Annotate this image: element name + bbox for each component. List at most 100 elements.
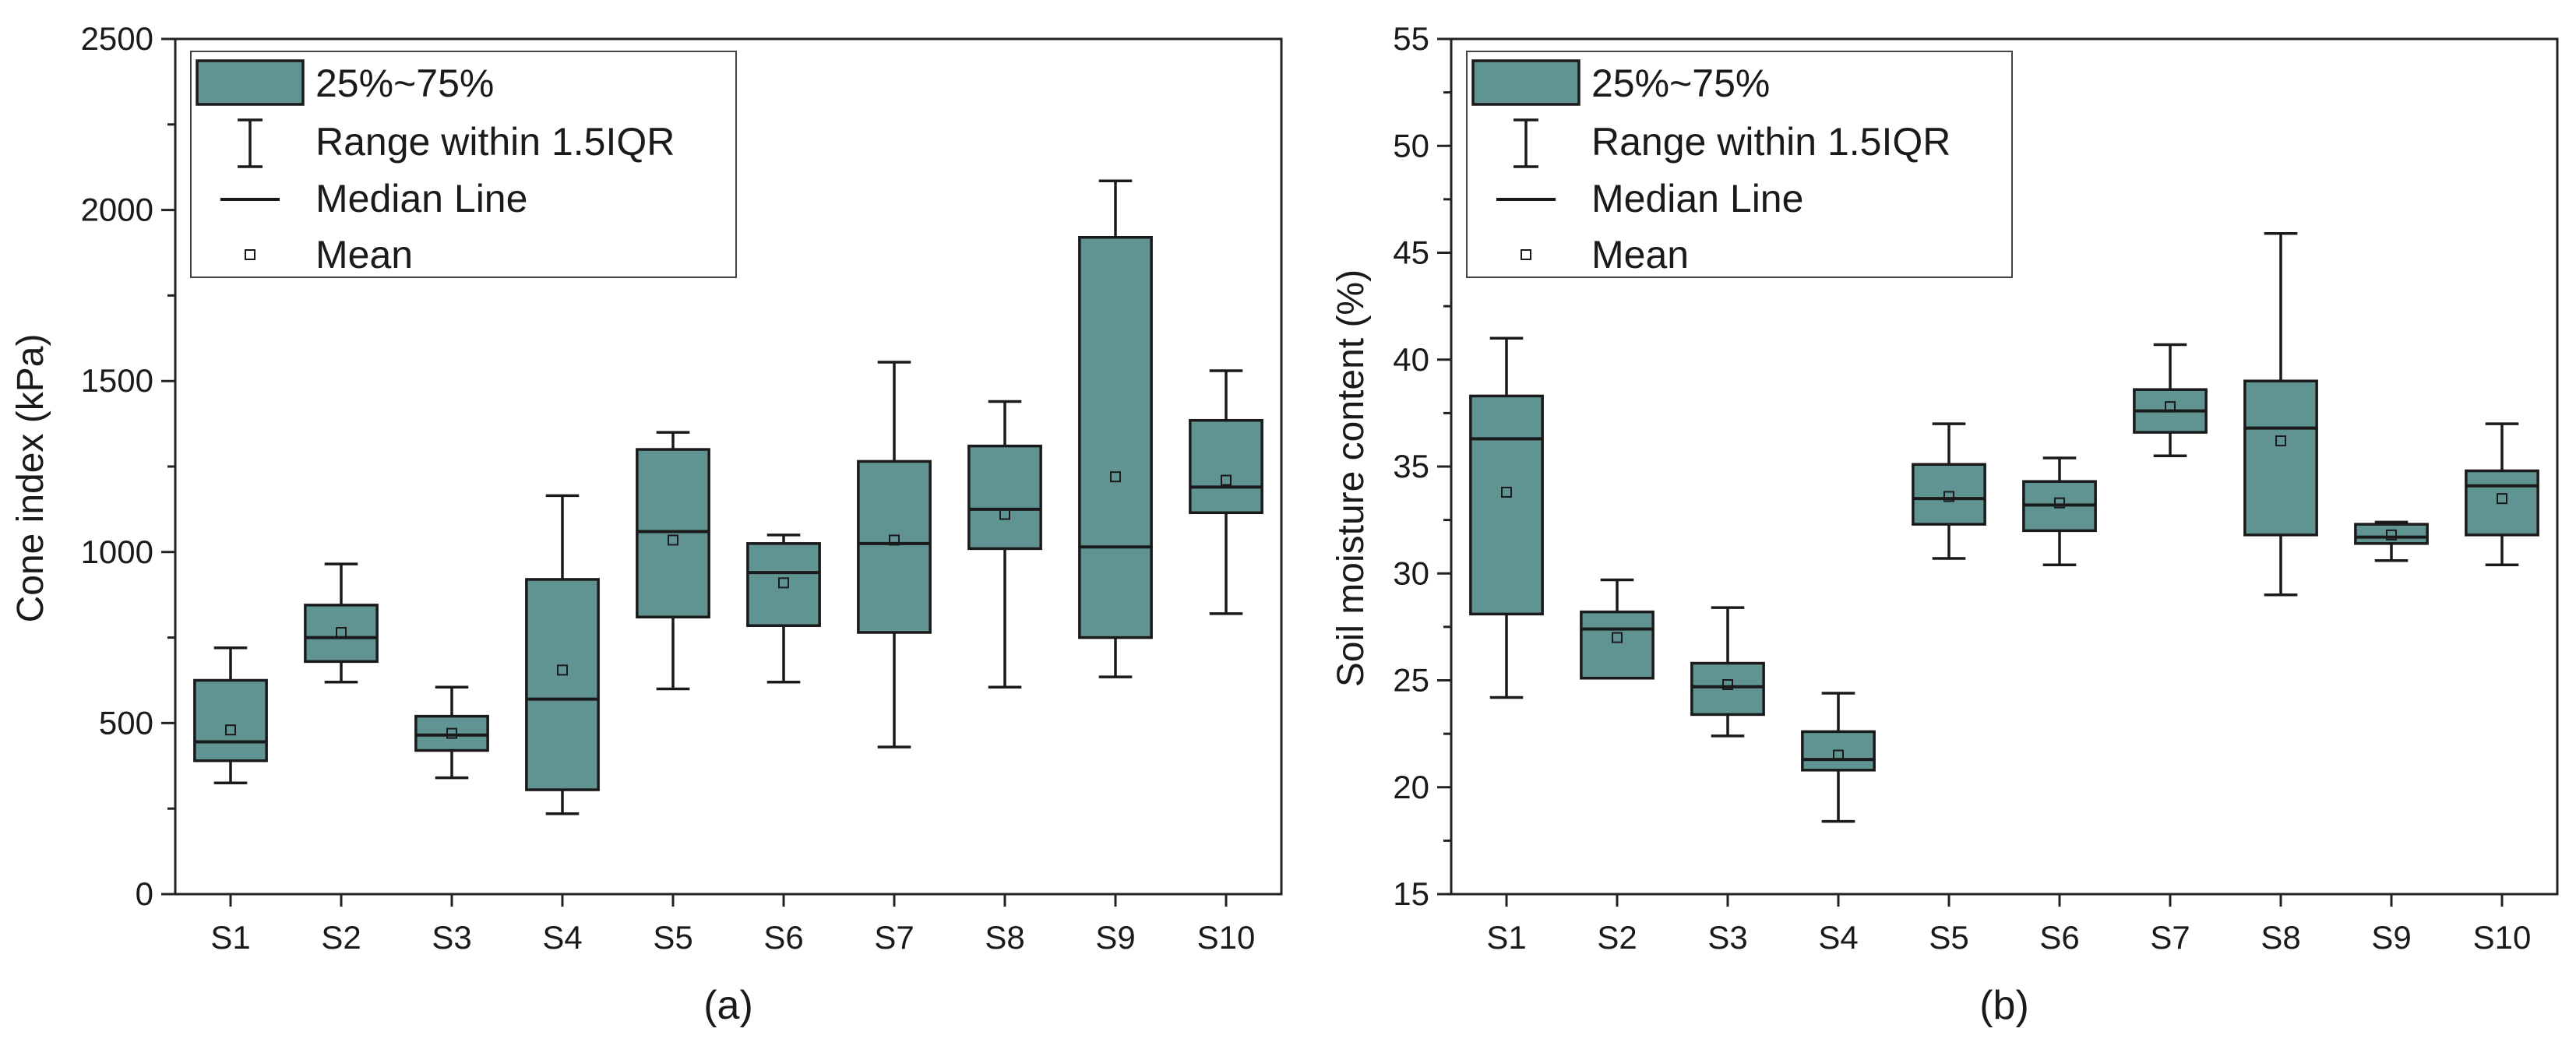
box-s10 <box>1189 369 1263 615</box>
x-tick-label-s6: S6 <box>763 919 803 956</box>
x-tick-label-s8: S8 <box>985 919 1024 956</box>
legend-box-label: 25%~75% <box>315 62 494 105</box>
x-tick-label-s7: S7 <box>874 919 914 956</box>
iqr-box <box>1912 463 1986 526</box>
x-tick-label-s3: S3 <box>1707 919 1747 956</box>
x-tick-label-s6: S6 <box>2039 919 2079 956</box>
box-s3 <box>414 685 489 780</box>
box-s7 <box>2133 343 2208 458</box>
x-tick-label-s8: S8 <box>2261 919 2300 956</box>
panel-b: 15 20 25 30 35 40 45 50 55 Soil moisture content … <box>1330 20 2559 1028</box>
mean-marker <box>446 727 457 739</box>
box-s6 <box>746 534 821 684</box>
x-tick-label-s4: S4 <box>542 919 582 956</box>
y-tick-label: 500 <box>99 704 153 741</box>
box-s5 <box>1912 422 1986 560</box>
x-tick-label-s9: S9 <box>1095 919 1135 956</box>
x-tick-label-s1: S1 <box>1486 919 1526 956</box>
y-tick-label: 2000 <box>81 192 153 228</box>
legend: 25%~75% Range within 1.5IQR Median Line Mea… <box>190 51 737 278</box>
iqr-box <box>414 714 489 752</box>
y-tick-label: 40 <box>1393 341 1429 378</box>
legend-median-label: Median Line <box>315 177 527 220</box>
box-s6 <box>2022 456 2097 567</box>
box-s1 <box>193 646 268 785</box>
y-tick-label: 35 <box>1393 448 1429 484</box>
mean-marker <box>1943 491 1954 502</box>
iqr-box <box>304 604 379 664</box>
y-tick-label: 1000 <box>81 534 153 570</box>
mean-marker <box>999 509 1010 520</box>
y-tick-label: 0 <box>136 875 153 912</box>
iqr-box <box>636 448 710 618</box>
iqr-box <box>857 460 932 634</box>
y-axis-label: Cone index (kPa) <box>10 334 51 623</box>
box-s5 <box>636 431 710 691</box>
legend-range-label: Range within 1.5IQR <box>1591 120 1951 164</box>
legend-mean-label: Mean <box>315 233 413 276</box>
y-axis-label: Soil moisture content (%) <box>1330 269 1372 687</box>
x-tick-label-s5: S5 <box>1929 919 1968 956</box>
x-tick-label-s2: S2 <box>321 919 361 956</box>
legend-mean-glyph <box>1521 249 1531 260</box>
mean-marker <box>889 534 900 546</box>
mean-marker <box>2165 401 2176 413</box>
mean-marker <box>336 627 347 639</box>
x-tick-label-s2: S2 <box>1597 919 1637 956</box>
box-s2 <box>1580 578 1654 680</box>
box-s8 <box>2243 232 2318 597</box>
y-tick-label: 2500 <box>81 20 153 57</box>
iqr-box <box>1469 394 1544 616</box>
box-s8 <box>967 400 1042 689</box>
mean-marker <box>1833 749 1844 761</box>
iqr-box <box>525 578 600 791</box>
x-tick-label-s5: S5 <box>653 919 692 956</box>
legend-range-label: Range within 1.5IQR <box>315 120 675 164</box>
y-tick-label: 20 <box>1393 769 1429 805</box>
mean-marker <box>1221 474 1232 486</box>
box-s4 <box>1801 692 1876 823</box>
box-s3 <box>1690 606 1765 738</box>
x-tick-label-s3: S3 <box>432 919 471 956</box>
mean-marker <box>1501 486 1512 498</box>
iqr-box <box>746 542 821 627</box>
y-tick-label: 15 <box>1393 875 1429 912</box>
x-tick-label-s10: S10 <box>2473 919 2532 956</box>
mean-marker <box>1722 678 1733 690</box>
box-s4 <box>525 494 600 815</box>
iqr-box <box>1078 235 1153 639</box>
mean-marker <box>778 577 789 589</box>
y-tick-label: 55 <box>1393 20 1429 57</box>
mean-marker <box>2054 497 2065 509</box>
legend-box-label: 25%~75% <box>1591 62 1770 105</box>
box-s9 <box>2354 520 2429 562</box>
iqr-box <box>2354 523 2429 545</box>
x-tick-label-s4: S4 <box>1818 919 1858 956</box>
iqr-box <box>193 678 268 762</box>
mean-marker <box>1110 471 1121 483</box>
legend-mean-glyph <box>245 249 255 260</box>
panel-label: (b) <box>1979 983 2029 1028</box>
y-tick-label: 30 <box>1393 555 1429 591</box>
x-tick-label-s9: S9 <box>2371 919 2411 956</box>
panel-a: 0 500 1000 1500 2000 2500 Cone index (kPa) S1 S2… <box>10 20 1283 1028</box>
legend-box-swatch <box>196 59 305 106</box>
mean-marker <box>668 534 678 546</box>
y-tick-label: 50 <box>1393 127 1429 164</box>
iqr-box <box>1189 418 1263 515</box>
box-s2 <box>304 562 379 684</box>
y-tick-label: 25 <box>1393 662 1429 699</box>
box-s10 <box>2465 422 2539 567</box>
mean-marker <box>2386 529 2397 541</box>
x-tick-label-s10: S10 <box>1197 919 1256 956</box>
legend-mean-label: Mean <box>1591 233 1689 276</box>
iqr-box <box>967 444 1042 551</box>
mean-marker <box>2275 435 2286 447</box>
mean-marker <box>2497 493 2507 505</box>
legend-median-label: Median Line <box>1591 177 1803 220</box>
iqr-box <box>2243 379 2318 537</box>
panel-label: (a) <box>703 983 753 1028</box>
box-s9 <box>1078 179 1153 678</box>
mean-marker <box>1612 632 1623 643</box>
